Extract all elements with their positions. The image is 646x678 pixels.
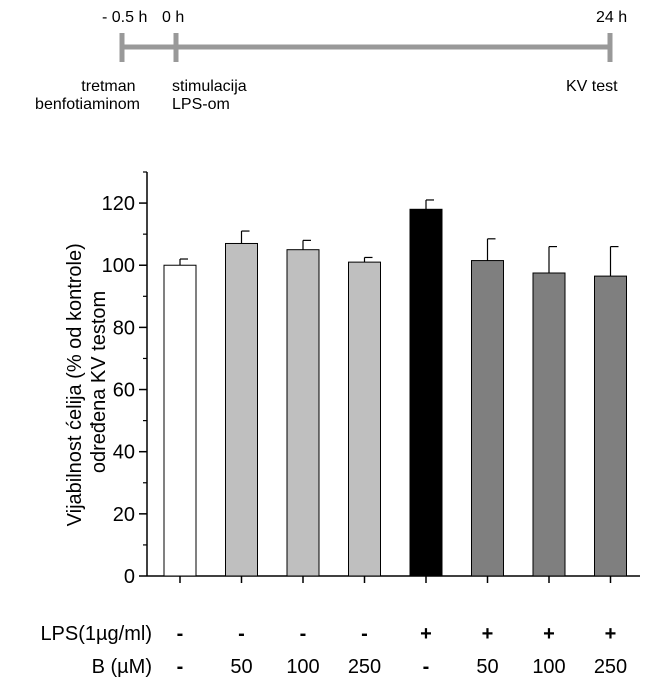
event-label-stimulation-line-1: stimulacija bbox=[172, 78, 247, 95]
condition-1-cell-8: + bbox=[605, 623, 617, 645]
y-tick-label-80: 80 bbox=[113, 317, 135, 339]
condition-2-cell-5: - bbox=[423, 656, 430, 678]
time-label-minus-half: - 0.5 h bbox=[102, 9, 147, 26]
bar-7 bbox=[532, 272, 566, 577]
event-label-stimulation-line-2: LPS-om bbox=[172, 96, 230, 113]
time-label-24h: 24 h bbox=[596, 9, 627, 26]
condition-label-1: LPS(1µg/ml) bbox=[40, 623, 152, 645]
condition-2-cell-4: 250 bbox=[348, 656, 381, 678]
condition-2-cell-7: 100 bbox=[532, 656, 565, 678]
y-tick-label-40: 40 bbox=[113, 442, 135, 464]
y-axis: 0 20 40 60 80 100 120 bbox=[102, 171, 148, 588]
condition-label-2: B (µM) bbox=[92, 656, 152, 678]
event-label-treatment-line-1: tretman bbox=[81, 78, 135, 95]
event-label-treatment: tretman benfotiaminom bbox=[35, 78, 140, 113]
condition-1-cell-7: + bbox=[543, 623, 555, 645]
time-label-zero: 0 h bbox=[162, 9, 184, 26]
bar-1 bbox=[163, 264, 197, 577]
condition-table: LPS(1µg/ml) - - - - + + + + B (µM) - 50 100 250 - 50 100… bbox=[40, 623, 627, 678]
y-tick-label-60: 60 bbox=[113, 380, 135, 402]
condition-2-cell-8: 250 bbox=[594, 656, 627, 678]
condition-1-cell-6: + bbox=[482, 623, 494, 645]
event-label-kv-test: KV test bbox=[566, 78, 618, 95]
y-axis-label: Vijabilnost ćelija (% od kontrole) određ… bbox=[64, 238, 110, 527]
condition-1-cell-3: - bbox=[300, 623, 307, 645]
y-axis-label-line-2: određena KV testom bbox=[88, 291, 110, 473]
bars bbox=[163, 208, 627, 577]
error-bars bbox=[179, 199, 619, 277]
y-tick-label-120: 120 bbox=[102, 193, 135, 215]
condition-1-cell-4: - bbox=[361, 623, 368, 645]
bar-2 bbox=[225, 242, 258, 577]
condition-1-cell-5: + bbox=[420, 623, 432, 645]
condition-1-cell-2: - bbox=[238, 623, 245, 645]
y-axis-label-line-1: Vijabilnost ćelija (% od kontrole) bbox=[64, 243, 86, 526]
y-tick-label-0: 0 bbox=[124, 566, 135, 588]
event-label-stimulation: stimulacija LPS-om bbox=[172, 78, 251, 113]
bar-8 bbox=[594, 275, 627, 577]
bar-4 bbox=[348, 261, 381, 577]
condition-2-cell-6: 50 bbox=[476, 656, 498, 678]
condition-2-cell-3: 100 bbox=[286, 656, 319, 678]
x-axis bbox=[147, 575, 640, 583]
event-label-treatment-line-2: benfotiaminom bbox=[35, 96, 140, 113]
bar-6 bbox=[471, 260, 504, 577]
bar-chart: Vijabilnost ćelija (% od kontrole) određ… bbox=[64, 171, 640, 588]
bar-3 bbox=[286, 249, 320, 577]
condition-2-cell-2: 50 bbox=[230, 656, 252, 678]
bar-5 bbox=[409, 208, 443, 577]
timeline: - 0.5 h 0 h 24 h tretman benfotiaminom s… bbox=[35, 9, 627, 113]
y-tick-label-20: 20 bbox=[113, 504, 135, 526]
condition-2-cell-1: - bbox=[177, 656, 184, 678]
condition-1-cell-1: - bbox=[177, 623, 184, 645]
y-tick-label-100: 100 bbox=[102, 255, 135, 277]
